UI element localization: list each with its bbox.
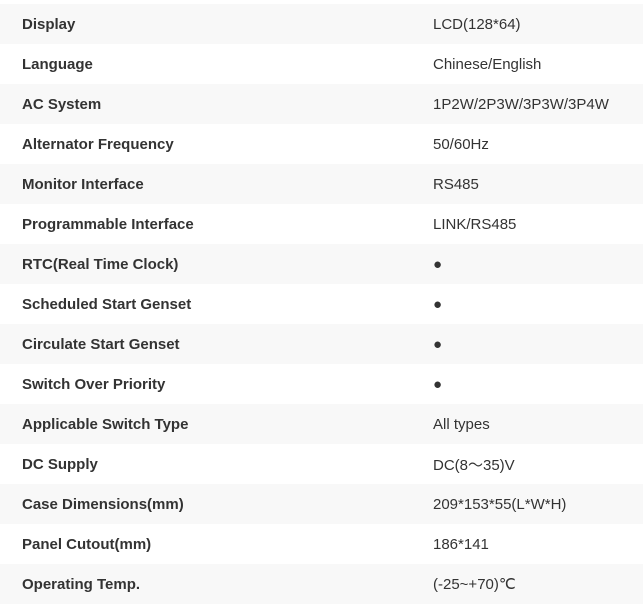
spec-label: AC System [22,95,102,113]
spec-label: Scheduled Start Genset [22,295,192,313]
spec-table: Display LCD(128*64) Language Chinese/Englis… [0,4,643,604]
spec-label: Switch Over Priority [22,375,166,393]
spec-row: Applicable Switch Type All types [0,404,643,444]
spec-label: Programmable Interface [22,215,194,233]
spec-row: Programmable Interface LINK/RS485 [0,204,643,244]
spec-value: 209*153*55(L*W*H) [433,495,567,513]
spec-row: AC System 1P2W/2P3W/3P3W/3P4W [0,84,643,124]
spec-row: Monitor Interface RS485 [0,164,643,204]
spec-value: 186*141 [433,535,489,553]
spec-value: DC(8～35)V [433,456,515,474]
spec-row: Panel Cutout(mm) 186*141 [0,524,643,564]
spec-value: LCD(128*64) [433,15,521,33]
spec-value: ● [433,375,443,393]
spec-value: RS485 [433,175,479,193]
spec-value: LINK/RS485 [433,215,517,233]
spec-value: (-25~+70)℃ [433,576,516,593]
spec-label: Circulate Start Genset [22,335,180,353]
spec-value: 1P2W/2P3W/3P3W/3P4W [433,95,609,113]
spec-value: ● [433,335,443,353]
spec-value: All types [433,415,490,433]
spec-value: Chinese/English [433,55,542,73]
spec-row: Case Dimensions(mm) 209*153*55(L*W*H) [0,484,643,524]
spec-label: Language [22,55,93,73]
spec-label: DC Supply [22,455,98,473]
spec-label: Panel Cutout(mm) [22,535,152,553]
spec-label: RTC(Real Time Clock) [22,255,179,273]
spec-label: Monitor Interface [22,175,144,193]
spec-row: Circulate Start Genset ● [0,324,643,364]
spec-row: Display LCD(128*64) [0,4,643,44]
spec-label: Alternator Frequency [22,135,174,153]
spec-label: Applicable Switch Type [22,415,189,433]
spec-label: Case Dimensions(mm) [22,495,184,513]
spec-row: DC Supply DC(8～35)V [0,444,643,484]
spec-row: Scheduled Start Genset ● [0,284,643,324]
spec-row: RTC(Real Time Clock) ● [0,244,643,284]
spec-row: Operating Temp. (-25~+70)℃ [0,564,643,604]
spec-value: ● [433,255,443,273]
spec-value: ● [433,295,443,313]
spec-label: Operating Temp. [22,575,141,593]
spec-row: Language Chinese/English [0,44,643,84]
spec-label: Display [22,15,76,33]
spec-row: Alternator Frequency 50/60Hz [0,124,643,164]
spec-value: 50/60Hz [433,135,489,153]
spec-row: Switch Over Priority ● [0,364,643,404]
